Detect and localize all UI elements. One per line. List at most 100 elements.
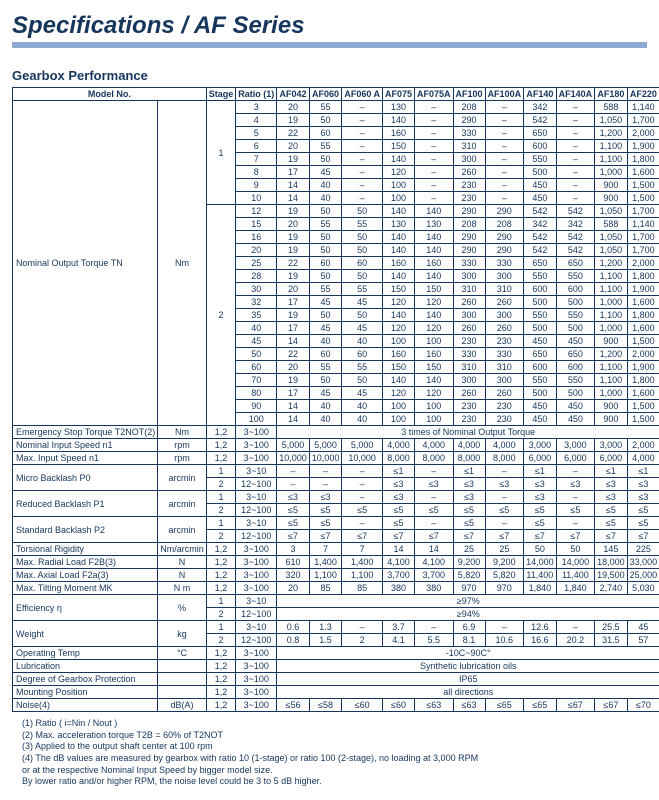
- cell: 55: [309, 140, 342, 153]
- cell: 330: [485, 257, 524, 270]
- cell: 4,000: [415, 439, 454, 452]
- cell: 7: [342, 543, 383, 556]
- cell: 970: [485, 582, 524, 595]
- col-model: AF100A: [485, 88, 524, 101]
- cell: 1,500: [627, 179, 659, 192]
- cell: 310: [485, 361, 524, 374]
- cell: 230: [453, 179, 485, 192]
- cell: 19: [277, 270, 310, 283]
- cell: ≤5: [415, 504, 454, 517]
- cell: 330: [453, 348, 485, 361]
- cell: 40: [309, 413, 342, 426]
- stage-cell: 1,2: [206, 543, 236, 556]
- ratio-cell: 3~10: [236, 621, 277, 634]
- cell: 14: [277, 179, 310, 192]
- cell: 500: [556, 322, 595, 335]
- cell: 14: [277, 192, 310, 205]
- cell: 208: [453, 218, 485, 231]
- cell: ≤3: [415, 478, 454, 491]
- ratio-cell: 12~100: [236, 504, 277, 517]
- row-unit: kg: [158, 621, 207, 647]
- cell: 45: [309, 387, 342, 400]
- cell: 300: [453, 153, 485, 166]
- cell: ≤5: [277, 504, 310, 517]
- cell: 260: [453, 296, 485, 309]
- cell: 120: [415, 296, 454, 309]
- ratio-cell: 7: [236, 153, 277, 166]
- cell: ≤3: [627, 478, 659, 491]
- cell: 5,030: [627, 582, 659, 595]
- cell: 50: [342, 231, 383, 244]
- footnote-line: (1) Ratio ( i=Nin / Nout ): [12, 718, 647, 730]
- cell: 300: [453, 270, 485, 283]
- span-cell: ≥97%: [277, 595, 659, 608]
- col-model: AF042: [277, 88, 310, 101]
- cell: 4,000: [627, 452, 659, 465]
- cell: 900: [595, 335, 628, 348]
- cell: 1,050: [595, 244, 628, 257]
- ratio-cell: 4: [236, 114, 277, 127]
- cell: 45: [309, 296, 342, 309]
- cell: 1,900: [627, 283, 659, 296]
- cell: 100: [383, 335, 415, 348]
- cell: ≤5: [627, 504, 659, 517]
- ratio-cell: 3~100: [236, 686, 277, 699]
- cell: 1,100: [595, 361, 628, 374]
- cell: 50: [309, 309, 342, 322]
- cell: –: [415, 192, 454, 205]
- cell: –: [277, 465, 310, 478]
- ratio-cell: 90: [236, 400, 277, 413]
- stage-cell: 1,2: [206, 452, 236, 465]
- cell: 14,000: [556, 556, 595, 569]
- cell: 300: [485, 374, 524, 387]
- cell: 5.5: [415, 634, 454, 647]
- cell: 290: [453, 205, 485, 218]
- cell: 20: [277, 140, 310, 153]
- cell: ≤5: [309, 517, 342, 530]
- cell: 25.5: [595, 621, 628, 634]
- cell: –: [485, 465, 524, 478]
- cell: –: [415, 127, 454, 140]
- cell: 50: [524, 543, 557, 556]
- cell: 14: [415, 543, 454, 556]
- cell: 55: [342, 361, 383, 374]
- row-label: Max. Tilting Moment MK: [13, 582, 158, 595]
- cell: 140: [383, 153, 415, 166]
- cell: ≤5: [453, 517, 485, 530]
- cell: 50: [556, 543, 595, 556]
- col-stage: Stage: [206, 88, 236, 101]
- stage-cell: 1,2: [206, 686, 236, 699]
- cell: 1,800: [627, 270, 659, 283]
- cell: 1,100: [595, 283, 628, 296]
- cell: 19: [277, 153, 310, 166]
- cell: 33,000: [627, 556, 659, 569]
- cell: 140: [415, 205, 454, 218]
- ratio-cell: 12~100: [236, 608, 277, 621]
- ratio-cell: 3: [236, 101, 277, 114]
- cell: 55: [309, 218, 342, 231]
- cell: 8,000: [383, 452, 415, 465]
- cell: 160: [383, 127, 415, 140]
- cell: 40: [309, 179, 342, 192]
- cell: 120: [383, 166, 415, 179]
- cell: 85: [309, 582, 342, 595]
- cell: 60: [309, 257, 342, 270]
- row-label: Max. Radial Load F2B(3): [13, 556, 158, 569]
- ratio-cell: 60: [236, 361, 277, 374]
- page-title: Specifications / AF Series: [12, 12, 647, 40]
- cell: 20: [277, 361, 310, 374]
- cell: 120: [383, 322, 415, 335]
- cell: 100: [415, 413, 454, 426]
- cell: 100: [383, 192, 415, 205]
- cell: 55: [342, 218, 383, 231]
- cell: ≤5: [342, 504, 383, 517]
- row-unit: arcmin: [158, 517, 207, 543]
- cell: 260: [485, 387, 524, 400]
- cell: 310: [453, 283, 485, 296]
- row-label: Reduced Backlash P1: [13, 491, 158, 517]
- row-label: Max. Axial Load F2a(3): [13, 569, 158, 582]
- cell: 450: [524, 335, 557, 348]
- cell: 19: [277, 114, 310, 127]
- ratio-cell: 45: [236, 335, 277, 348]
- cell: 140: [383, 231, 415, 244]
